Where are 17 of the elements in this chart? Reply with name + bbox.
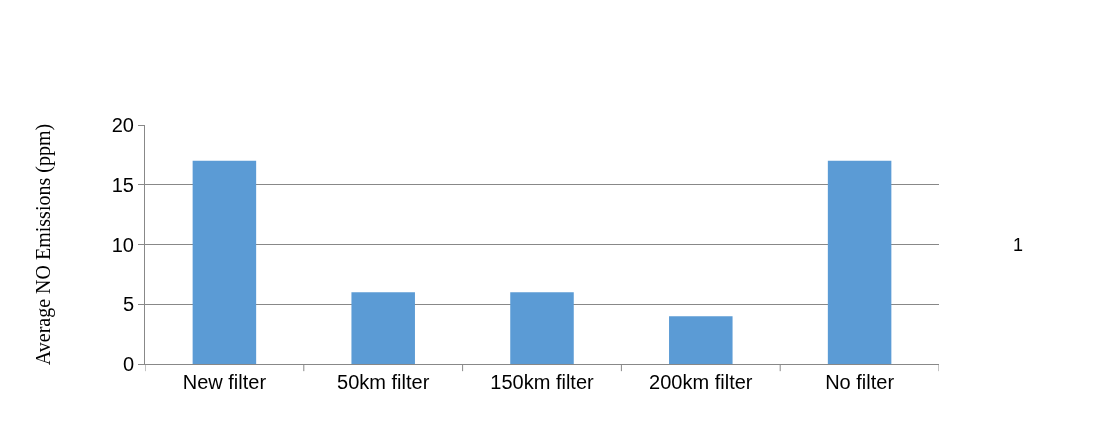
bar bbox=[192, 160, 257, 364]
y-tick-label: 20 bbox=[111, 114, 134, 136]
bar bbox=[510, 292, 574, 364]
x-tick-label: 150km filter bbox=[490, 371, 595, 393]
bar bbox=[351, 292, 415, 364]
text: 1 bbox=[1013, 235, 1024, 255]
bar bbox=[827, 160, 892, 364]
y-tick-label: 0 bbox=[122, 353, 134, 375]
x-tick-label: 50km filter bbox=[337, 371, 430, 393]
y-axis-title: Average NO Emissions (ppm) bbox=[32, 123, 56, 366]
y-tick-label: 15 bbox=[111, 173, 134, 196]
y-tick-label: 5 bbox=[122, 293, 134, 316]
y-tick-label: 10 bbox=[111, 233, 134, 256]
x-tick-label: 200km filter bbox=[649, 371, 753, 393]
x-tick-label: New filter bbox=[182, 371, 267, 393]
x-tick-label: No filter bbox=[825, 371, 895, 393]
bar bbox=[669, 316, 733, 364]
